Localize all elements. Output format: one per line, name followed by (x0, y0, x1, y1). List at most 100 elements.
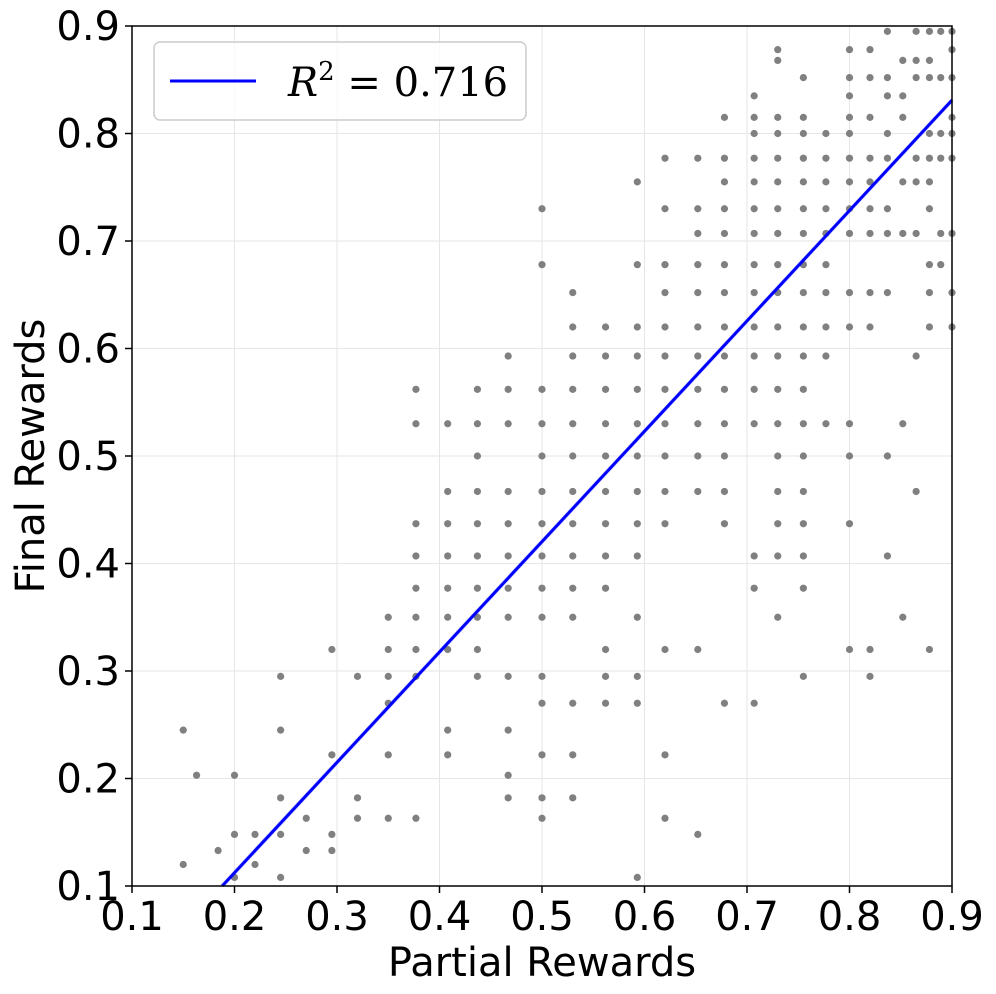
data-point (412, 420, 420, 428)
data-point (899, 178, 907, 186)
data-point (538, 452, 546, 460)
fit-line-group (219, 97, 954, 888)
data-point (633, 520, 641, 528)
data-point (750, 154, 758, 162)
data-point (866, 74, 874, 82)
data-point (866, 113, 874, 121)
data-point (937, 261, 945, 269)
data-point (774, 46, 782, 54)
data-point (799, 289, 807, 297)
data-point (799, 487, 807, 496)
data-point (384, 645, 392, 654)
data-point (866, 178, 874, 186)
data-point (444, 552, 452, 560)
data-point (750, 261, 758, 269)
x-tick-label: 0.1 (100, 894, 164, 940)
data-point (569, 352, 577, 360)
data-point (925, 645, 934, 654)
data-point (720, 205, 729, 213)
data-point (912, 27, 920, 35)
data-point (504, 520, 512, 528)
data-point (750, 552, 758, 560)
y-tick-label: 0.5 (56, 434, 120, 480)
data-point (473, 552, 482, 560)
data-point (633, 613, 641, 621)
data-point (277, 726, 285, 734)
legend: R2 = 0.716 (153, 41, 527, 121)
y-axis-ticks: 0.1 0.2 0.3 0.4 0.5 0.6 0.7 0.8 0.9 (56, 4, 132, 910)
x-tick-label: 0.2 (203, 894, 267, 940)
data-point (774, 56, 782, 64)
data-point (925, 129, 934, 138)
data-point (569, 289, 577, 297)
data-point (192, 771, 201, 779)
data-point (822, 323, 830, 331)
data-point (328, 645, 336, 654)
data-point (538, 385, 546, 393)
x-axis-ticks: 0.1 0.2 0.3 0.4 0.5 0.6 0.7 0.8 0.9 (100, 886, 984, 940)
data-point (601, 323, 610, 331)
data-point (845, 323, 854, 331)
data-point (822, 289, 830, 297)
data-point (251, 860, 259, 869)
y-tick-label: 0.6 (56, 327, 120, 373)
data-point (538, 814, 546, 822)
data-point (694, 289, 702, 297)
data-point (661, 385, 669, 393)
data-point (822, 352, 830, 360)
data-point (799, 452, 807, 460)
data-point (384, 751, 392, 759)
data-point (353, 814, 362, 822)
data-point (473, 385, 482, 393)
data-point (925, 56, 934, 64)
data-point (412, 520, 420, 528)
data-point (925, 261, 934, 269)
data-point (601, 520, 610, 528)
data-point (569, 520, 577, 528)
data-point (866, 154, 874, 162)
data-point (569, 613, 577, 621)
data-point (912, 352, 920, 360)
data-point (822, 129, 830, 138)
data-point (504, 672, 512, 680)
data-point (569, 487, 577, 496)
data-point (633, 323, 641, 331)
data-point (384, 814, 392, 822)
data-point (750, 289, 758, 297)
data-point (412, 645, 420, 654)
data-point (569, 552, 577, 560)
data-point (569, 751, 577, 759)
data-point (694, 487, 702, 496)
data-point (912, 178, 920, 186)
data-point (799, 520, 807, 528)
data-point (538, 520, 546, 528)
data-point (937, 27, 945, 35)
data-point (504, 385, 512, 393)
data-point (694, 420, 702, 428)
data-point (661, 645, 669, 654)
data-point (444, 726, 452, 734)
data-point (504, 584, 512, 592)
data-point (912, 56, 920, 64)
x-tick-label: 0.5 (510, 894, 574, 940)
data-point (538, 699, 546, 707)
x-tick-label: 0.3 (305, 894, 369, 940)
data-point (633, 385, 641, 393)
data-point (799, 74, 807, 82)
data-point (883, 229, 892, 238)
x-tick-label: 0.4 (408, 894, 472, 940)
data-point (538, 420, 546, 428)
data-point (799, 385, 807, 393)
data-point (444, 584, 452, 592)
data-point (633, 487, 641, 496)
data-point (412, 584, 420, 592)
data-point (774, 352, 782, 360)
data-point (845, 229, 854, 238)
data-point (937, 74, 945, 82)
data-point (601, 352, 610, 360)
data-point (883, 74, 892, 82)
data-point (661, 352, 669, 360)
x-tick-label: 0.6 (613, 894, 677, 940)
data-point (694, 645, 702, 654)
data-point (799, 154, 807, 162)
